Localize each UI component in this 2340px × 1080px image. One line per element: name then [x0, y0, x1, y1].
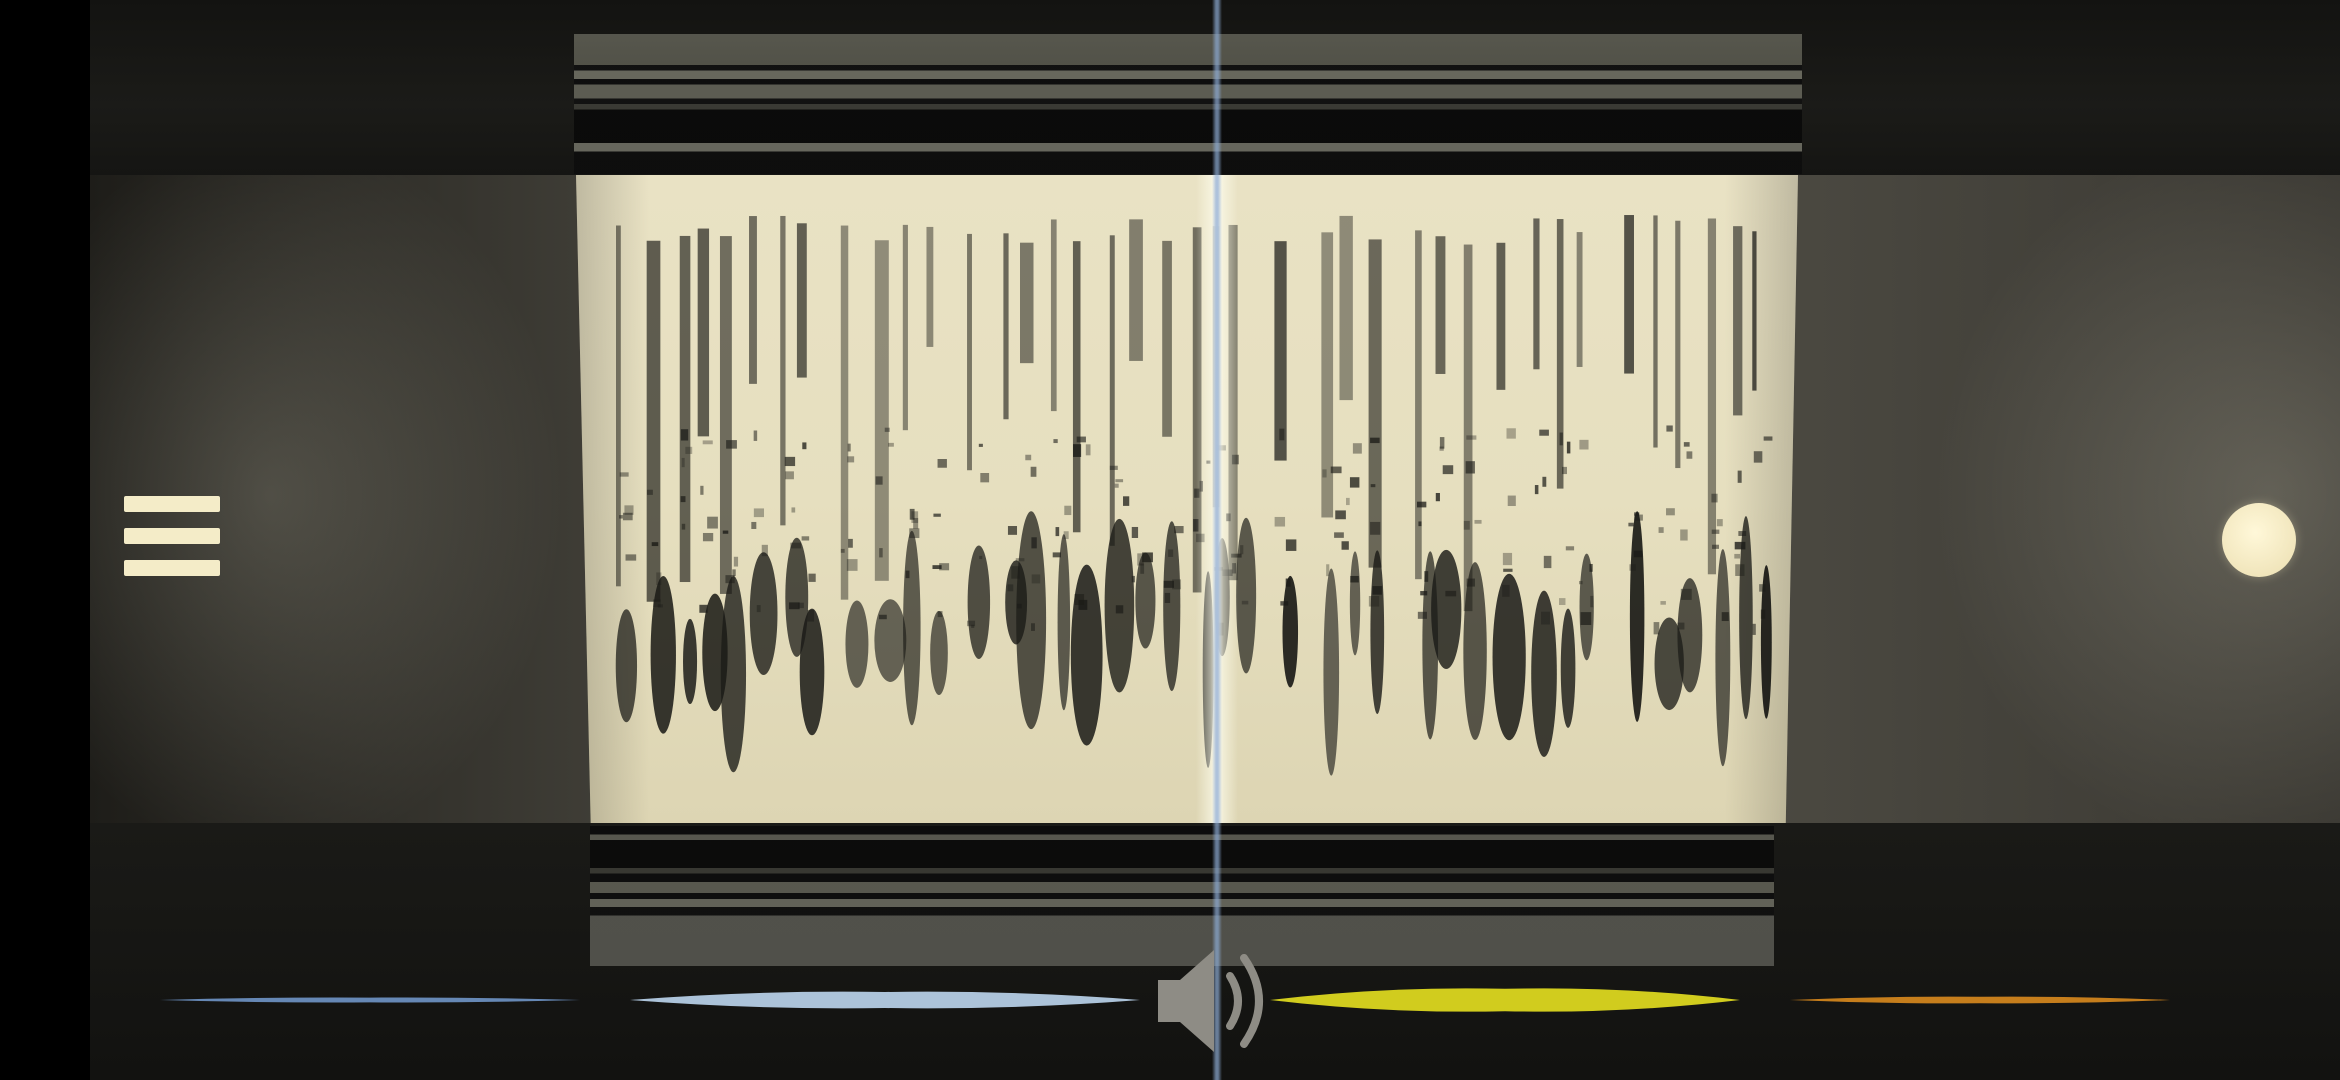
hamburger-menu-icon-bar	[124, 528, 220, 544]
waveform-segment-4	[1790, 996, 2170, 1004]
spectrogram-marks	[615, 215, 1773, 776]
waveform-segment-2	[630, 991, 1140, 1009]
record-button[interactable]	[2222, 503, 2296, 577]
spectrogram-paper[interactable]	[576, 175, 1798, 823]
hamburger-menu-icon-bar	[124, 560, 220, 576]
drum-stripes-top	[574, 34, 1802, 174]
waveform-overview[interactable]	[160, 960, 2170, 1040]
waveform-segment-1	[160, 997, 580, 1003]
hamburger-menu-icon	[124, 496, 220, 512]
waveform-segment-3	[1270, 988, 1740, 1012]
menu-button[interactable]	[118, 490, 228, 590]
spectrogram-image	[615, 215, 1773, 776]
system-gutter	[0, 0, 90, 1080]
playhead-line[interactable]	[1212, 0, 1222, 1080]
speaker-button[interactable]	[1152, 942, 1282, 1060]
speaker-volume-icon	[1158, 950, 1263, 1052]
drum-stripes-bottom	[590, 826, 1774, 966]
